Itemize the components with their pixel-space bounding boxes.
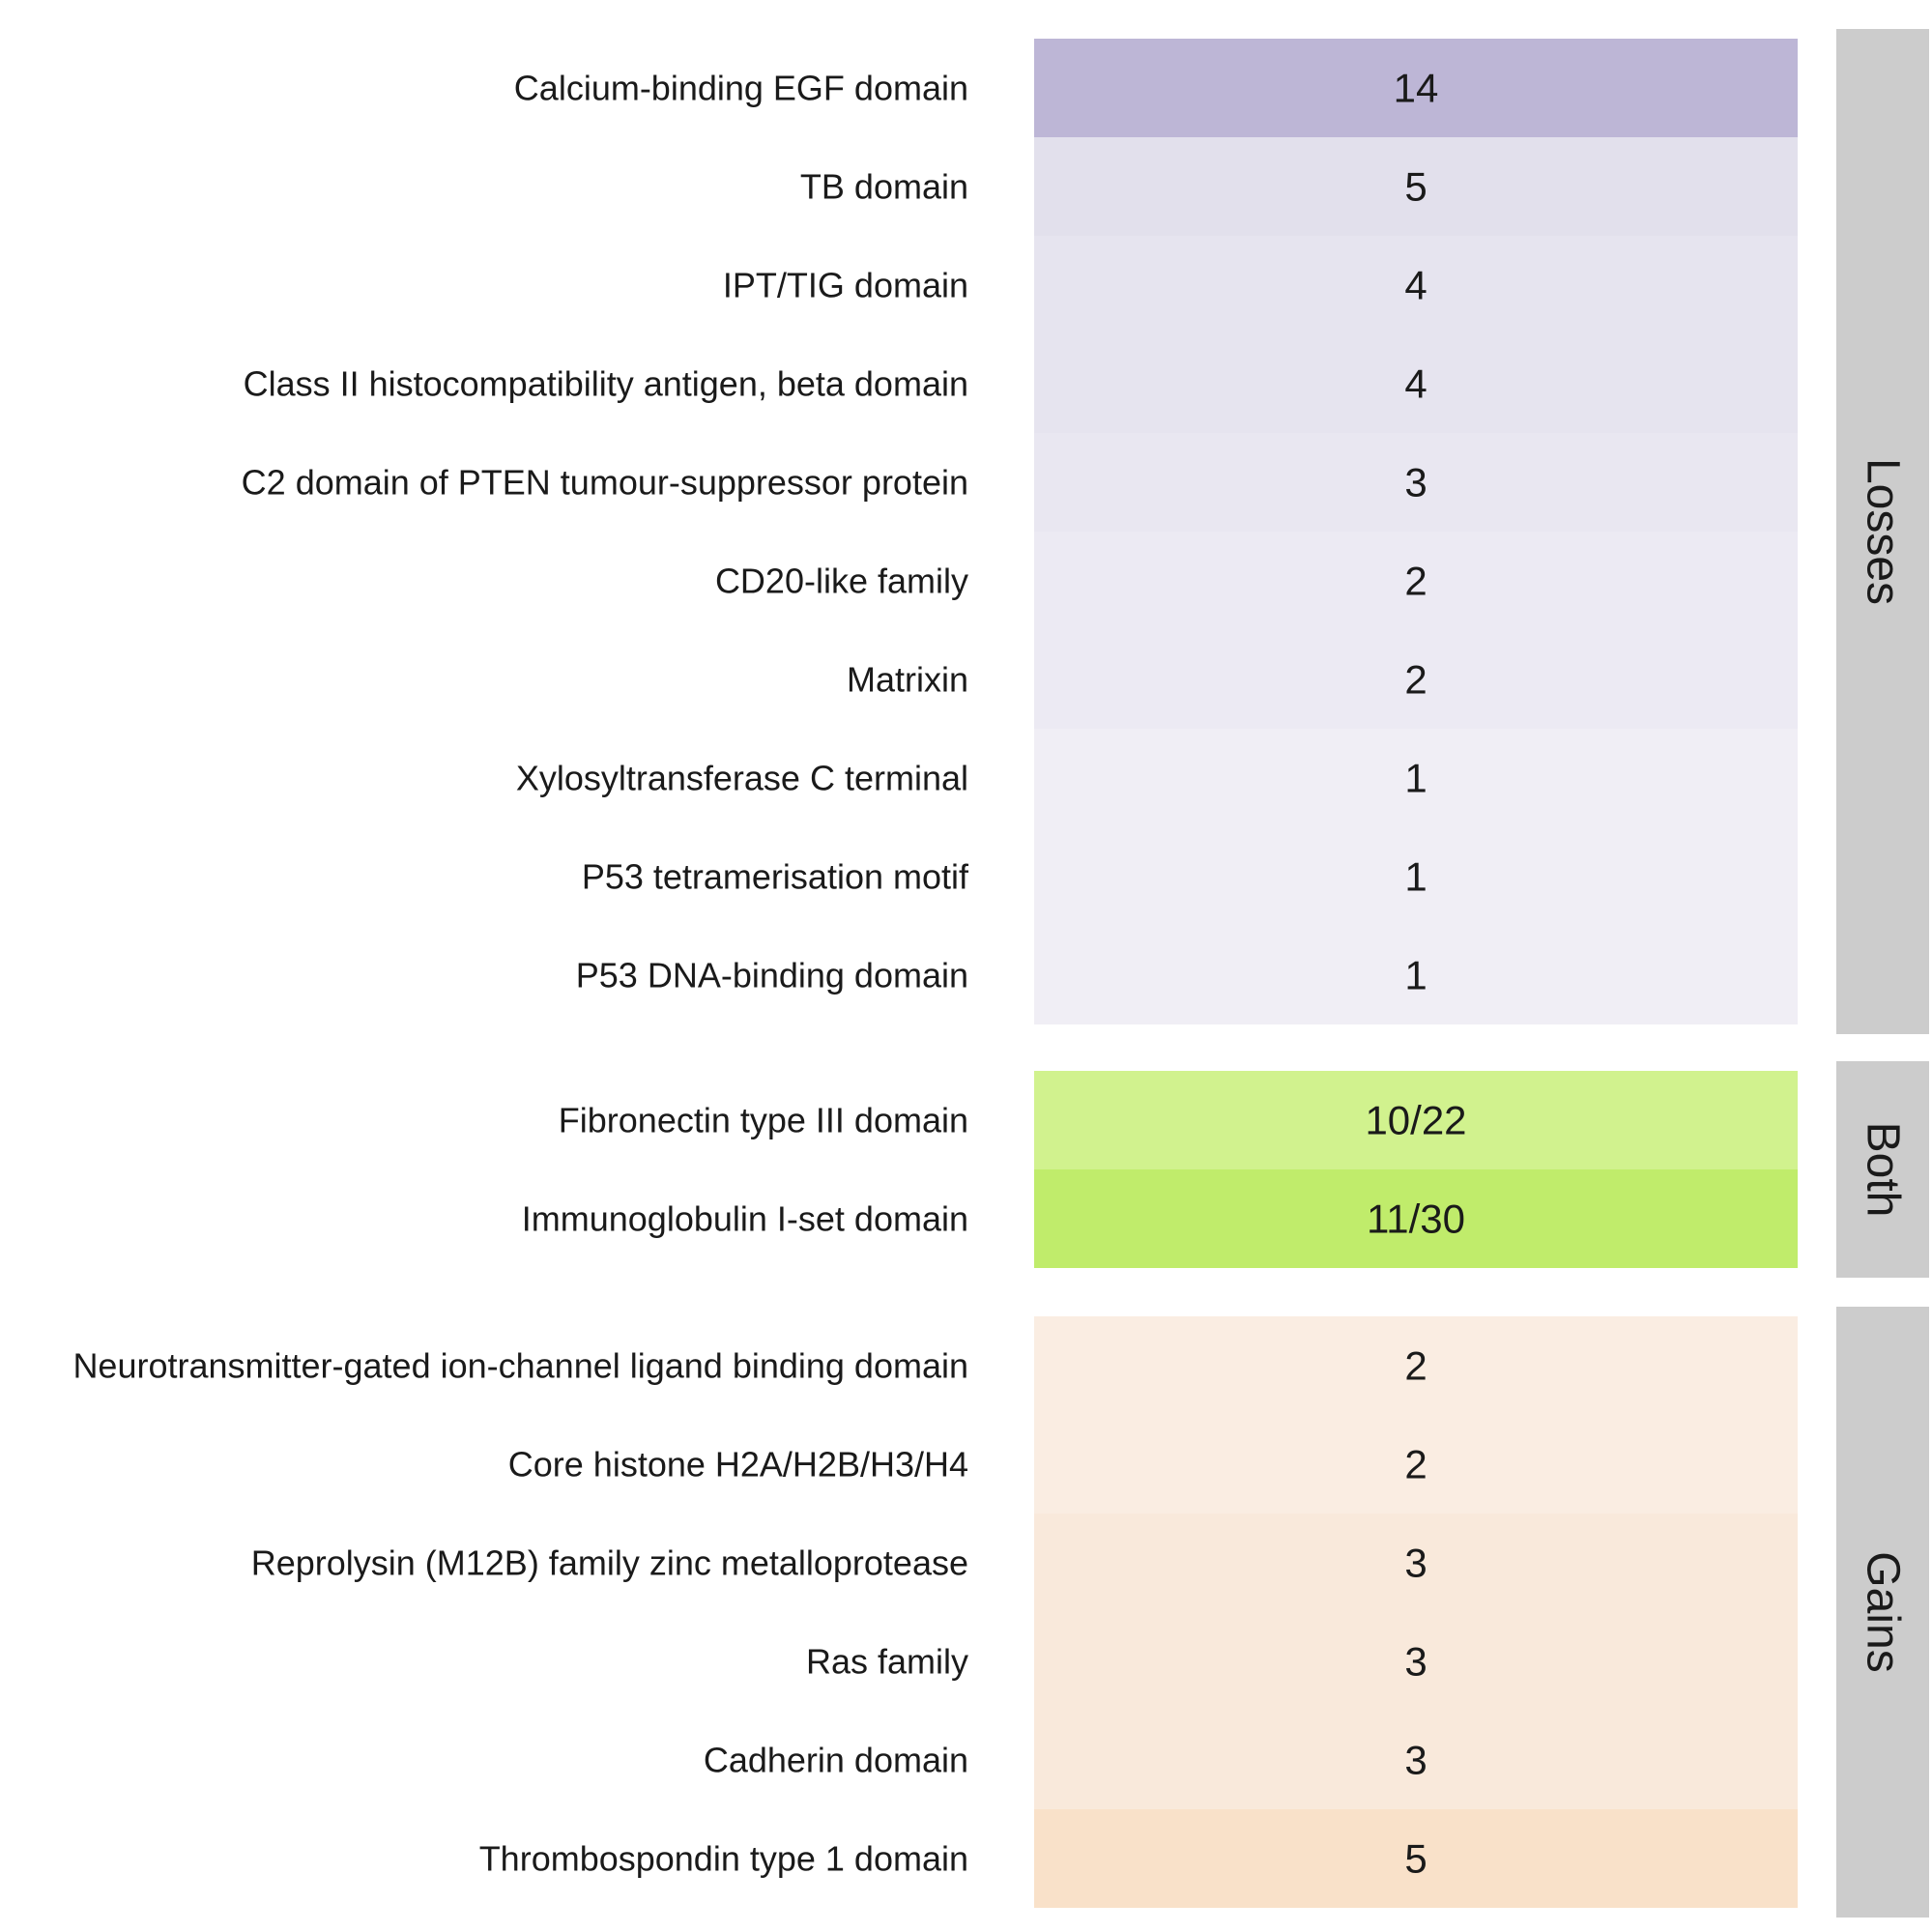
heatmap-cell-losses-8 [1034, 827, 1798, 926]
row-label: Cadherin domain [704, 1741, 968, 1780]
row-label: CD20-like family [715, 562, 968, 601]
heatmap-cell-gains-1 [1034, 1415, 1798, 1514]
cell-value-label: 3 [1404, 460, 1427, 505]
cell-value-label: 1 [1404, 854, 1427, 900]
row-label: C2 domain of PTEN tumour-suppressor prot… [242, 463, 968, 503]
row-label: Thrombospondin type 1 domain [479, 1839, 968, 1879]
cell-value-label: 5 [1404, 164, 1427, 210]
heatmap-cell-gains-4 [1034, 1711, 1798, 1809]
heatmap-cell-losses-0 [1034, 39, 1798, 137]
heatmap-cell-losses-2 [1034, 236, 1798, 334]
heatmap-cell-losses-9 [1034, 926, 1798, 1024]
row-label: P53 tetramerisation motif [582, 857, 969, 897]
facet-strip-label: Gains [1858, 1551, 1909, 1672]
heatmap-cells: 14 5 4 4 3 2 2 1 1 1 10/22 11/30 2 2 3 3 3 5 [1034, 39, 1798, 1908]
heatmap-cell-both-1 [1034, 1169, 1798, 1268]
facet-strip-gains [1836, 1307, 1929, 1918]
row-label: Immunoglobulin I-set domain [522, 1199, 968, 1239]
heatmap-cell-gains-5 [1034, 1809, 1798, 1908]
heatmap-cell-gains-0 [1034, 1316, 1798, 1415]
cell-value-label: 14 [1394, 66, 1439, 111]
facet-strip-label: Losses [1858, 458, 1909, 605]
row-label: IPT/TIG domain [723, 266, 968, 305]
row-labels: Calcium-binding EGF domain TB domain IPT/T… [72, 69, 969, 1879]
facet-strip-both [1836, 1061, 1929, 1278]
cell-value-label: 1 [1404, 756, 1427, 801]
cell-value-label: 4 [1404, 263, 1427, 308]
heatmap-cell-losses-4 [1034, 433, 1798, 532]
row-label: Neurotransmitter-gated ion-channel ligan… [72, 1346, 968, 1386]
heatmap-cell-losses-3 [1034, 334, 1798, 433]
cell-value-label: 3 [1404, 1541, 1427, 1586]
row-label: P53 DNA-binding domain [576, 956, 968, 995]
row-label: Calcium-binding EGF domain [514, 69, 968, 108]
facet-strip-label: Both [1858, 1122, 1909, 1218]
cell-value-label: 2 [1404, 657, 1427, 703]
row-label: Matrixin [847, 660, 968, 700]
cell-value-label: 2 [1404, 1343, 1427, 1389]
cell-value-label: 2 [1404, 1442, 1427, 1487]
cell-value-label: 4 [1404, 361, 1427, 407]
cell-value-label: 1 [1404, 953, 1427, 998]
heatmap-cell-gains-2 [1034, 1514, 1798, 1612]
row-label: Core histone H2A/H2B/H3/H4 [508, 1445, 968, 1485]
facet-strip-losses [1836, 29, 1929, 1034]
heatmap-cell-losses-1 [1034, 137, 1798, 236]
cell-value-label: 10/22 [1365, 1098, 1466, 1143]
cell-value-label: 11/30 [1367, 1197, 1465, 1242]
row-label: Ras family [806, 1642, 968, 1682]
heatmap-cell-losses-7 [1034, 729, 1798, 827]
row-label: Class II histocompatibility antigen, bet… [244, 364, 968, 404]
heatmap-cell-gains-3 [1034, 1612, 1798, 1711]
facet-strips: Losses Both Gains [1836, 29, 1929, 1918]
heatmap-cell-losses-6 [1034, 630, 1798, 729]
cell-value-label: 3 [1404, 1738, 1427, 1783]
row-label: Reprolysin (M12B) family zinc metallopro… [251, 1543, 968, 1583]
cell-value-label: 5 [1404, 1836, 1427, 1882]
cell-value-label: 3 [1404, 1639, 1427, 1685]
heatmap-cell-losses-5 [1034, 532, 1798, 630]
heatmap-cell-both-0 [1034, 1071, 1798, 1169]
row-label: Fibronectin type III domain [559, 1101, 968, 1140]
cell-value-label: 2 [1404, 559, 1427, 604]
row-label: TB domain [800, 167, 968, 207]
row-label: Xylosyltransferase C terminal [516, 759, 968, 798]
